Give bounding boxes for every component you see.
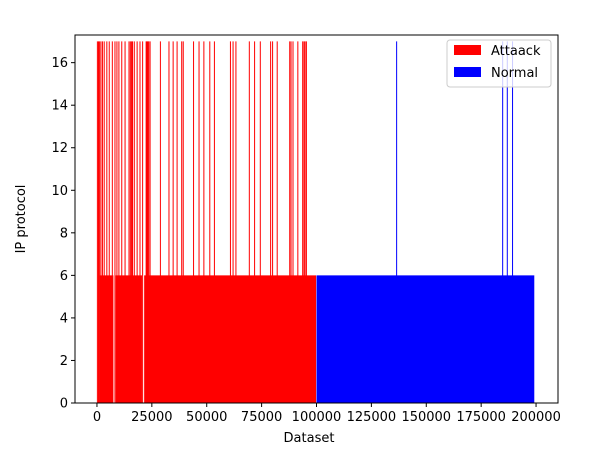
bar-peak-attack <box>182 41 184 403</box>
bar-peak-attack <box>172 41 174 403</box>
bar-peak-attack <box>121 41 123 403</box>
bar-peak-attack <box>97 41 99 403</box>
legend: Attaack Normal <box>446 39 552 88</box>
y-tick-label: 14 <box>51 99 68 114</box>
bar-peak-attack <box>203 41 205 403</box>
bar-peak-attack <box>128 41 130 403</box>
y-tick-label: 4 <box>60 311 68 326</box>
bar-peak-attack <box>124 41 126 403</box>
x-tick-label: 100000 <box>292 410 342 425</box>
bar-peak-attack <box>133 41 135 403</box>
bar-peak-attack <box>254 41 256 403</box>
x-tick-label: 75000 <box>241 410 282 425</box>
bar-peak-attack <box>303 41 305 403</box>
y-tick-label: 2 <box>60 354 68 369</box>
bar-peak-attack <box>209 41 211 403</box>
x-tick-label: 125000 <box>347 410 397 425</box>
bar-peak-attack <box>139 41 141 403</box>
bar-peak-attack <box>290 41 292 403</box>
y-tick-label: 0 <box>60 397 68 412</box>
legend-swatch-normal <box>454 67 481 77</box>
bar-peak-attack <box>198 41 200 403</box>
x-tick-label: 150000 <box>401 410 451 425</box>
y-tick-label: 10 <box>51 184 68 199</box>
bar-peak-attack <box>132 41 134 403</box>
y-axis-ticks: 0 2 4 6 8 10 12 14 16 <box>51 56 75 412</box>
bar-peak-attack <box>176 41 178 403</box>
bar-peak-attack <box>259 41 261 403</box>
bar-peak-attack <box>229 41 231 403</box>
bar-peak-attack <box>304 41 306 403</box>
bar-peak-attack <box>116 41 118 403</box>
x-tick-label: 25000 <box>131 410 172 425</box>
bar-peak-attack <box>129 41 131 403</box>
bar-peak-attack <box>118 41 120 403</box>
bar-peak-attack <box>292 41 294 403</box>
bar-peak-attack <box>99 41 101 403</box>
x-tick-label: 0 <box>93 410 101 425</box>
bar-peak-attack <box>103 41 105 403</box>
bar-peak-attack <box>235 41 237 403</box>
bar-peak-attack <box>168 41 170 403</box>
bar-peak-attack <box>106 41 108 403</box>
bar-peak-attack <box>130 41 132 403</box>
bar-peak-normal <box>502 41 504 403</box>
bar-peak-attack <box>149 41 151 403</box>
bar-peak-attack <box>96 41 98 403</box>
y-axis-label: IP protocol <box>14 185 29 254</box>
plot-bars <box>96 41 535 403</box>
bar-peak-attack <box>181 41 183 403</box>
bar-peak-attack <box>289 41 291 403</box>
y-tick-label: 16 <box>51 56 68 71</box>
x-axis-ticks: 0 25000 50000 75000 100000 125000 150000 175000… <box>93 403 561 425</box>
bar-peak-attack <box>305 41 307 403</box>
x-tick-label: 200000 <box>511 410 561 425</box>
bar-peak-attack <box>232 41 234 403</box>
bar-peak-attack <box>159 41 161 403</box>
bar-peak-attack <box>147 41 149 403</box>
bar-peak-attack <box>145 41 147 403</box>
bar-peak-attack <box>213 41 215 403</box>
legend-label-normal: Normal <box>491 66 538 81</box>
bar-peak-attack <box>146 41 148 403</box>
legend-swatch-attack <box>454 45 481 55</box>
y-tick-label: 12 <box>51 141 68 156</box>
bar-peak-attack <box>142 41 144 403</box>
x-tick-label: 175000 <box>456 410 506 425</box>
bar-peak-attack <box>108 41 110 403</box>
bar-peak-attack <box>272 41 274 403</box>
bar-peak-attack <box>297 41 299 403</box>
bar-peak-attack <box>136 41 138 403</box>
bar-peak-attack <box>114 41 116 403</box>
x-tick-label: 50000 <box>186 410 227 425</box>
y-tick-label: 8 <box>60 226 68 241</box>
y-tick-label: 6 <box>60 269 68 284</box>
bar-peak-attack <box>302 41 304 403</box>
bar-peak-attack <box>101 41 103 403</box>
bar-peak-normal <box>396 41 398 403</box>
bar-peak-attack <box>270 41 272 403</box>
legend-label-attack: Attaack <box>491 44 541 59</box>
bar-peak-attack <box>193 41 195 403</box>
bar-peak-attack <box>100 41 102 403</box>
bar-peak-attack <box>111 41 113 403</box>
bar-peak-normal <box>506 41 508 403</box>
bar-peak-attack <box>276 41 278 403</box>
bar-base-normal <box>316 275 535 403</box>
bar-peak-normal <box>512 41 514 403</box>
bar-peak-attack <box>148 41 150 403</box>
x-axis-label: Dataset <box>284 431 335 446</box>
bar-peak-attack <box>248 41 250 403</box>
